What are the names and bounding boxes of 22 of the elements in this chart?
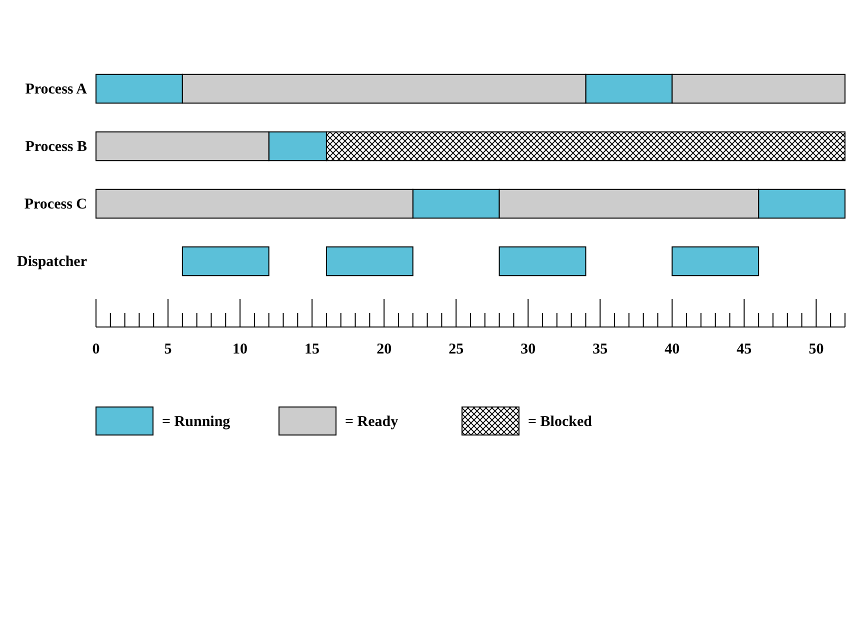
y-tick-label: Process B [25, 139, 87, 156]
x-tick-label: 0 [92, 342, 100, 358]
y-tick-label: Dispatcher [17, 254, 88, 270]
x-tick-label: 40 [664, 342, 680, 358]
bar [182, 246, 270, 276]
y-tick-label: Process A [25, 82, 88, 98]
bar [672, 246, 760, 276]
y-tick-label: Process C [24, 196, 87, 213]
x-tick-label: 45 [736, 342, 752, 358]
x-tick-label: 20 [376, 342, 392, 358]
x-tick-label: 30 [520, 342, 536, 358]
x-tick-label: 25 [448, 342, 464, 358]
x-tick-label: 10 [232, 342, 248, 358]
bar [498, 246, 586, 276]
x-tick-label: 5 [164, 342, 172, 358]
legend-label: = Blocked [528, 414, 593, 430]
x-tick-label: 15 [304, 342, 320, 358]
x-tick-label: 50 [808, 342, 824, 358]
x-tick-label: 35 [592, 342, 608, 358]
legend-label: = Ready [345, 414, 399, 430]
bar [326, 246, 414, 276]
legend-label: = Running [162, 414, 231, 430]
